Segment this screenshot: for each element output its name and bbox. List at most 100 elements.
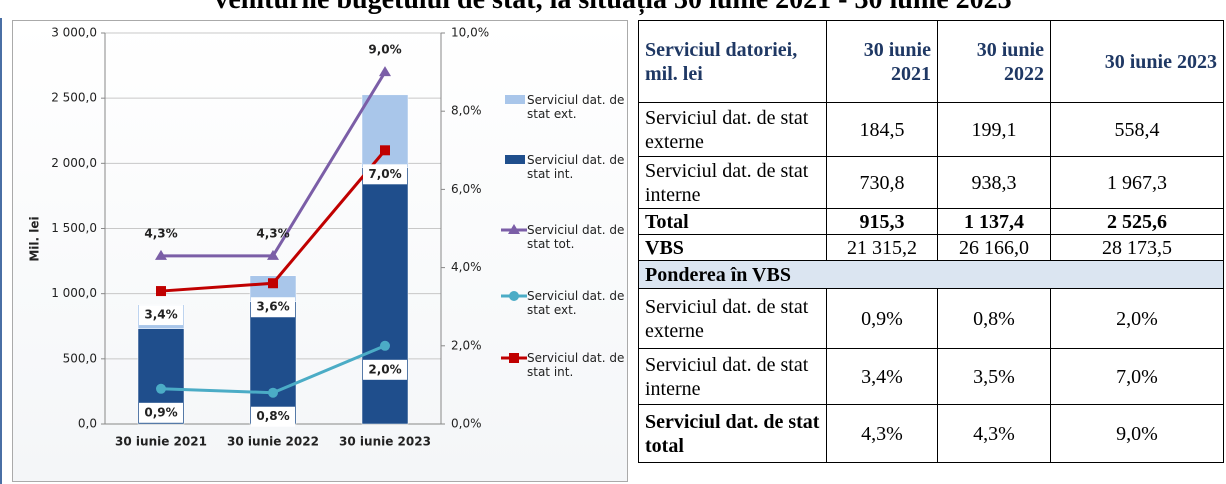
legend-swatch — [505, 155, 525, 164]
cell: VBS — [638, 234, 827, 261]
y-tick-label: 2 000,0 — [51, 156, 97, 170]
data-label: 9,0% — [368, 43, 401, 57]
legend-label: Serviciul dat. de stat ext. — [527, 289, 625, 317]
table: Serviciul datoriei, mil. lei 30 iunie 20… — [638, 20, 1224, 463]
y-tick-label: 500,0 — [63, 351, 97, 365]
y-tick-label: 1 000,0 — [51, 286, 97, 300]
cell: 1 137,4 — [937, 208, 1051, 235]
y2-tick-label: 6,0% — [451, 182, 482, 196]
row: Serviciul dat. de stat externe 184,5 199,1… — [638, 102, 1224, 157]
bar-segment — [249, 301, 297, 425]
cell: 558,4 — [1050, 102, 1224, 157]
cell: 0,9% — [826, 288, 938, 349]
bar-segment — [361, 167, 409, 425]
data-label: 3,4% — [144, 308, 177, 322]
cell: Serviciul dat. de stat externe — [638, 288, 827, 349]
legend-label: Serviciul dat. de stat int. — [527, 153, 625, 181]
cell: 199,1 — [937, 102, 1051, 157]
legend-swatch — [505, 95, 525, 104]
cell: 1 967,3 — [1050, 156, 1224, 209]
y-tick-label: 0,0 — [78, 417, 97, 431]
x-tick-label: 30 iunie 2022 — [227, 435, 319, 449]
row: Serviciul dat. de stat interne 3,4% 3,5% 7,… — [638, 348, 1224, 405]
data-label: 4,3% — [144, 226, 177, 240]
legend-entry: Serviciul dat. de stat tot. — [501, 223, 631, 251]
cell: 938,3 — [937, 156, 1051, 209]
marker — [508, 224, 520, 234]
legend-icon — [501, 353, 527, 363]
row: Serviciul dat. de stat total 4,3% 4,3% 9,0% — [638, 404, 1224, 463]
marker — [268, 278, 278, 289]
cell: 7,0% — [1050, 348, 1224, 405]
x-tick-label: 30 iunie 2021 — [115, 435, 207, 449]
legend-entry: Serviciul dat. de stat int. — [501, 153, 631, 181]
y-tick-label: 1 500,0 — [51, 221, 97, 235]
cell: 184,5 — [826, 102, 938, 157]
cell: 4,3% — [937, 404, 1051, 463]
label-box — [251, 406, 295, 427]
data-label: 0,8% — [256, 409, 289, 423]
cell: Total — [638, 208, 827, 235]
label-box — [139, 305, 183, 326]
data-label: 4,3% — [256, 226, 289, 240]
marker — [380, 145, 390, 156]
header-row: Serviciul datoriei, mil. lei 30 iunie 20… — [638, 20, 1224, 103]
page-title: veniturile bugetului de stat, la situați… — [0, 0, 1226, 16]
bar-segment — [361, 94, 409, 168]
cell: 4,3% — [826, 404, 938, 463]
chart: Mil. lei 0,0 500,0 1 000,0 1 500,0 2 000,0 2 … — [12, 20, 628, 482]
cell: 3,4% — [826, 348, 938, 405]
frame — [0, 18, 1226, 484]
y2-tick-label: 8,0% — [451, 104, 482, 118]
header-cell: Serviciul datoriei, mil. lei — [638, 20, 827, 103]
marker — [509, 353, 519, 363]
cell: Serviciul dat. de stat interne — [638, 348, 827, 405]
header-cell: 30 iunie 2023 — [1050, 20, 1224, 103]
legend-entry: Serviciul dat. de stat ext. — [501, 93, 631, 121]
y2-tick-label: 2,0% — [451, 338, 482, 352]
section-cell: Ponderea în VBS — [638, 260, 1224, 289]
x-tick-label: 30 iunie 2023 — [339, 435, 431, 449]
header-cell: 30 iunie 2021 — [826, 20, 938, 103]
cell: 28 173,5 — [1050, 234, 1224, 261]
section-row: Ponderea în VBS — [638, 260, 1224, 289]
marker — [156, 383, 166, 394]
cell: 2 525,6 — [1050, 208, 1224, 235]
data-label: 2,0% — [368, 362, 401, 376]
cell: 21 315,2 — [826, 234, 938, 261]
cell: 2,0% — [1050, 288, 1224, 349]
y-tick-label: 3 000,0 — [51, 26, 97, 40]
cell: 3,5% — [937, 348, 1051, 405]
cell: Serviciul dat. de stat total — [638, 404, 827, 463]
row: VBS 21 315,2 26 166,0 28 173,5 — [638, 234, 1224, 261]
chart-svg: Mil. lei 0,0 500,0 1 000,0 1 500,0 2 000,0 2 … — [28, 26, 490, 449]
y-tick-label: 2 500,0 — [51, 91, 97, 105]
legend-label: Serviciul dat. de stat tot. — [527, 223, 625, 251]
marker — [379, 66, 391, 77]
y2-tick-label: 4,0% — [451, 260, 482, 274]
data-label: 7,0% — [368, 167, 401, 181]
label-box — [363, 164, 407, 185]
data-label: 0,9% — [144, 405, 177, 419]
marker — [156, 286, 166, 297]
legend-icon — [501, 224, 527, 234]
line — [160, 149, 387, 293]
legend-label: Serviciul dat. de stat ext. — [527, 93, 625, 121]
label-box — [251, 297, 295, 318]
row: Total 915,3 1 137,4 2 525,6 — [638, 208, 1224, 235]
marker — [155, 249, 167, 260]
row: Serviciul dat. de stat externe 0,9% 0,8% 2,… — [638, 288, 1224, 349]
legend-entry: Serviciul dat. de stat ext. — [501, 289, 631, 317]
data-label: 3,6% — [256, 300, 289, 314]
marker — [509, 291, 519, 301]
y-axis-label: Mil. lei — [28, 216, 42, 261]
label-box — [139, 402, 183, 423]
cell: Serviciul dat. de stat interne — [638, 156, 827, 209]
cell: 0,8% — [937, 288, 1051, 349]
cell: 9,0% — [1050, 404, 1224, 463]
label-box — [363, 359, 407, 380]
marker — [268, 387, 278, 398]
cell: 26 166,0 — [937, 234, 1051, 261]
cell: 915,3 — [826, 208, 938, 235]
